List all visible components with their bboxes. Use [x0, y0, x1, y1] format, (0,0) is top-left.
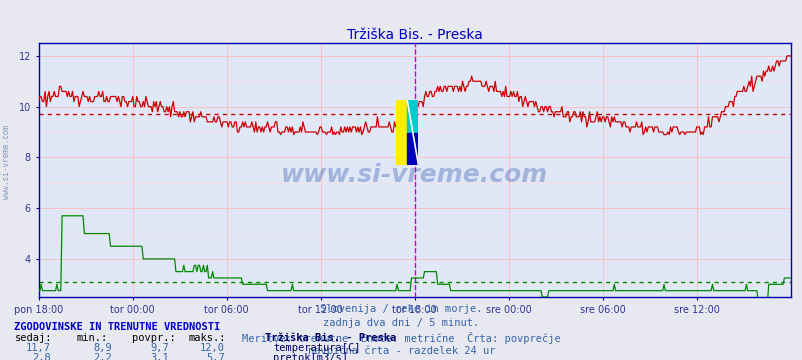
Text: 5,7: 5,7 — [206, 353, 225, 360]
Text: Slovenija / reke in morje.: Slovenija / reke in morje. — [320, 304, 482, 314]
Bar — [395, 100, 407, 165]
Text: povpr.:: povpr.: — [132, 333, 176, 343]
Text: Meritve: trenutne  Enote: metrične  Črta: povprečje: Meritve: trenutne Enote: metrične Črta: … — [242, 332, 560, 343]
Text: Tržiška Bis. - Preska: Tržiška Bis. - Preska — [265, 333, 395, 343]
Text: sedaj:: sedaj: — [14, 333, 52, 343]
Text: 2,2: 2,2 — [94, 353, 112, 360]
Text: 12,0: 12,0 — [200, 343, 225, 353]
Text: temperatura[C]: temperatura[C] — [273, 343, 360, 353]
Title: Tržiška Bis. - Preska: Tržiška Bis. - Preska — [346, 28, 482, 42]
Bar — [407, 132, 418, 165]
Text: 9,7: 9,7 — [150, 343, 168, 353]
Text: 2,8: 2,8 — [32, 353, 51, 360]
Text: www.si-vreme.com: www.si-vreme.com — [281, 163, 548, 187]
Text: ZGODOVINSKE IN TRENUTNE VREDNOSTI: ZGODOVINSKE IN TRENUTNE VREDNOSTI — [14, 322, 221, 332]
Text: 3,1: 3,1 — [150, 353, 168, 360]
Bar — [407, 100, 418, 132]
Text: zadnja dva dni / 5 minut.: zadnja dva dni / 5 minut. — [323, 318, 479, 328]
Text: pretok[m3/s]: pretok[m3/s] — [273, 353, 347, 360]
Text: navpična črta - razdelek 24 ur: navpična črta - razdelek 24 ur — [307, 345, 495, 356]
Text: www.si-vreme.com: www.si-vreme.com — [2, 125, 11, 199]
Text: maks.:: maks.: — [188, 333, 226, 343]
Text: min.:: min.: — [76, 333, 107, 343]
Text: 11,7: 11,7 — [26, 343, 51, 353]
Text: 8,9: 8,9 — [94, 343, 112, 353]
